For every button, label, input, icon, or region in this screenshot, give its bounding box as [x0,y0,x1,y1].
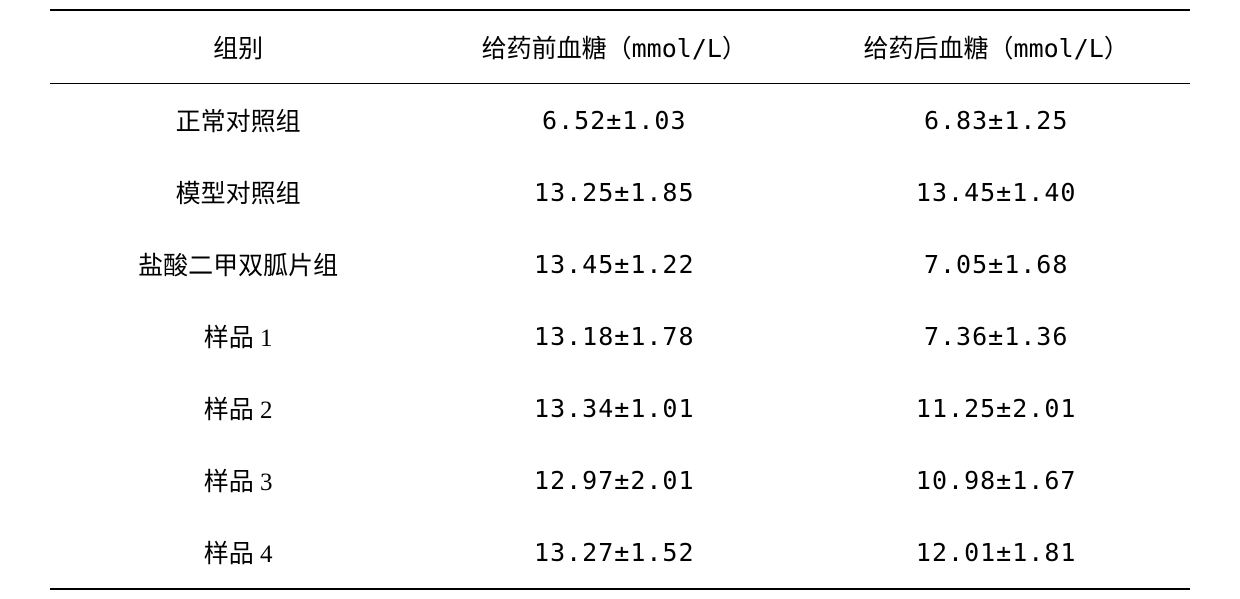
cell-after: 6.83±1.25 [802,84,1190,157]
table-header-row: 组别 给药前血糖（mmol/L） 给药后血糖（mmol/L） [50,10,1190,84]
cell-before: 13.34±1.01 [426,372,802,444]
header-label: 组别 [213,36,263,63]
cell-group: 模型对照组 [50,156,426,228]
cell-before: 13.18±1.78 [426,300,802,372]
header-label: 给药后血糖 [864,36,989,63]
table-row: 样品 2 13.34±1.01 11.25±2.01 [50,372,1190,444]
cell-group: 样品 3 [50,444,426,516]
table-row: 样品 3 12.97±2.01 10.98±1.67 [50,444,1190,516]
column-header-group: 组别 [50,10,426,84]
blood-glucose-table: 组别 给药前血糖（mmol/L） 给药后血糖（mmol/L） 正常对照组 6.5… [50,9,1190,590]
cell-group: 盐酸二甲双胍片组 [50,228,426,300]
cell-after: 12.01±1.81 [802,516,1190,589]
cell-after: 7.05±1.68 [802,228,1190,300]
table-row: 样品 4 13.27±1.52 12.01±1.81 [50,516,1190,589]
table-body: 正常对照组 6.52±1.03 6.83±1.25 模型对照组 13.25±1.… [50,84,1190,590]
cell-before: 12.97±2.01 [426,444,802,516]
cell-after: 11.25±2.01 [802,372,1190,444]
header-label: 给药前血糖 [482,36,607,63]
cell-group: 样品 4 [50,516,426,589]
column-header-before: 给药前血糖（mmol/L） [426,10,802,84]
cell-after: 7.36±1.36 [802,300,1190,372]
table-row: 样品 1 13.18±1.78 7.36±1.36 [50,300,1190,372]
cell-group: 正常对照组 [50,84,426,157]
cell-group: 样品 1 [50,300,426,372]
table-row: 正常对照组 6.52±1.03 6.83±1.25 [50,84,1190,157]
cell-before: 13.45±1.22 [426,228,802,300]
table-row: 盐酸二甲双胍片组 13.45±1.22 7.05±1.68 [50,228,1190,300]
cell-after: 10.98±1.67 [802,444,1190,516]
cell-group: 样品 2 [50,372,426,444]
cell-before: 13.25±1.85 [426,156,802,228]
cell-before: 6.52±1.03 [426,84,802,157]
cell-after: 13.45±1.40 [802,156,1190,228]
data-table-container: 组别 给药前血糖（mmol/L） 给药后血糖（mmol/L） 正常对照组 6.5… [50,9,1190,590]
table-row: 模型对照组 13.25±1.85 13.45±1.40 [50,156,1190,228]
column-header-after: 给药后血糖（mmol/L） [802,10,1190,84]
header-unit: （mmol/L） [607,34,747,63]
header-unit: （mmol/L） [989,34,1129,63]
cell-before: 13.27±1.52 [426,516,802,589]
